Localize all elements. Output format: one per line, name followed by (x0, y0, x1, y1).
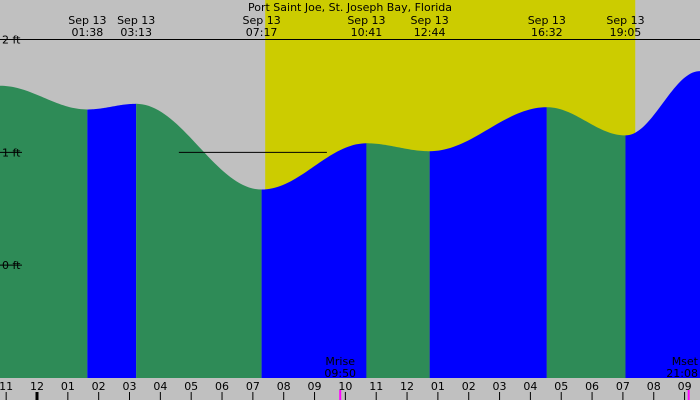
y-tick-label: 2 ft (2, 33, 21, 46)
tide-event-date: Sep 13 (117, 14, 155, 27)
hour-tick-label: 02 (92, 380, 106, 393)
hour-tick-label: 04 (153, 380, 167, 393)
tide-event-time: 19:05 (610, 26, 642, 39)
tide-event-date: Sep 13 (606, 14, 644, 27)
hour-tick-label: 03 (493, 380, 507, 393)
rising-tide-segment (261, 143, 367, 378)
y-axis-ticks: 2 ft 1 ft 0 ft (0, 33, 22, 272)
tide-event-date: Sep 13 (68, 14, 106, 27)
tide-event-time: 03:13 (120, 26, 152, 39)
hour-tick-label: 03 (123, 380, 137, 393)
tide-event-date: Sep 13 (347, 14, 385, 27)
hour-tick-label: 12 (30, 380, 44, 393)
moon-event-label: Mrise (325, 355, 355, 368)
hour-tick-label: 11 (0, 380, 13, 393)
hour-tick-label: 07 (246, 380, 260, 393)
hour-tick-label: 07 (616, 380, 630, 393)
tide-event-time: 10:41 (351, 26, 383, 39)
hour-tick-label: 06 (585, 380, 599, 393)
hour-tick-label: 04 (523, 380, 537, 393)
hour-tick-label: 01 (431, 380, 445, 393)
hour-tick-label: 10 (338, 380, 352, 393)
rising-tide-segment (87, 103, 137, 378)
falling-tide-segment (136, 103, 262, 378)
moon-event-time: 21:08 (666, 367, 698, 380)
hour-tick-label: 06 (215, 380, 229, 393)
tide-event-time: 01:38 (72, 26, 104, 39)
reference-lines (0, 38, 700, 153)
moon-event-label: Mset (672, 355, 699, 368)
tide-event-time: 16:32 (531, 26, 563, 39)
hour-axis: 11 12 01 02 03 04 05 06 07 08 09 10 11 12 01 02 03 04 05 06… (0, 380, 692, 400)
rising-tide-segment (429, 107, 547, 378)
falling-tide-segment (366, 143, 430, 378)
hour-tick-label: 08 (277, 380, 291, 393)
moon-event-time: 09:50 (324, 367, 356, 380)
rising-tide-segment (625, 71, 700, 378)
y-tick-label: 0 ft (2, 259, 21, 272)
hour-tick-label: 12 (400, 380, 414, 393)
hour-tick-label: 01 (61, 380, 75, 393)
hour-tick-label: 11 (369, 380, 383, 393)
hour-tick-label: 05 (184, 380, 198, 393)
y-tick-label: 1 ft (2, 146, 21, 159)
hour-tick-label: 05 (554, 380, 568, 393)
tide-event-time: 07:17 (246, 26, 278, 39)
tide-event-date: Sep 13 (242, 14, 280, 27)
tide-event-date: Sep 13 (528, 14, 566, 27)
tide-event-time: 12:44 (414, 26, 446, 39)
tide-area (0, 71, 700, 378)
hour-tick-label: 02 (462, 380, 476, 393)
chart-title: Port Saint Joe, St. Joseph Bay, Florida (248, 1, 452, 14)
hour-tick-label: 08 (647, 380, 661, 393)
hour-tick-label: 09 (308, 380, 322, 393)
hour-tick-label: 09 (678, 380, 692, 393)
falling-tide-segment (546, 107, 626, 378)
tide-event-date: Sep 13 (411, 14, 449, 27)
falling-tide-segment (0, 85, 88, 378)
